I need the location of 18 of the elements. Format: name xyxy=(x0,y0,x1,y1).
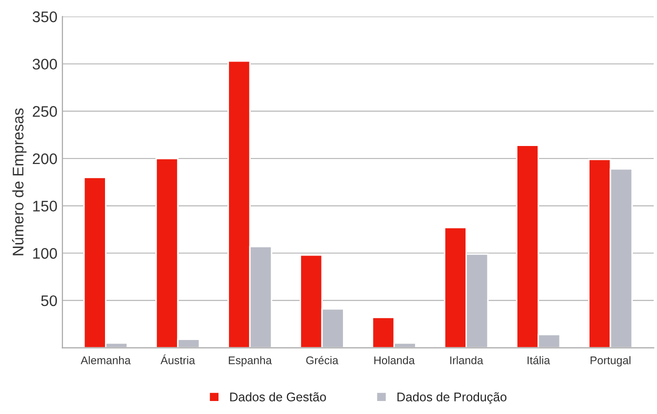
legend-label: Dados de Produção xyxy=(397,392,506,404)
y-tick-label: 100 xyxy=(33,248,57,259)
x-tick-label: Espanha xyxy=(228,356,272,366)
legend-label: Dados de Gestão xyxy=(230,392,326,402)
y-tick-label: 50 xyxy=(41,295,57,306)
x-tick-label: Holanda xyxy=(374,356,415,364)
y-tick-label: 200 xyxy=(32,153,57,164)
x-tick-label: Portugal xyxy=(590,356,630,366)
y-tick-label: 350 xyxy=(32,11,57,22)
y-tick-label: 300 xyxy=(32,58,57,70)
y-tick-label: 150 xyxy=(33,200,57,212)
y-tick-label: 250 xyxy=(32,106,57,117)
x-tick-label: Grécia xyxy=(306,356,338,364)
x-tick-label: Irlanda xyxy=(450,356,484,364)
x-tick-label: Itália xyxy=(528,356,550,364)
y-axis-title: Número de Empresas xyxy=(12,108,27,256)
x-tick-label: Alemanha xyxy=(80,356,131,364)
x-tick-label: Áustria xyxy=(160,354,196,364)
